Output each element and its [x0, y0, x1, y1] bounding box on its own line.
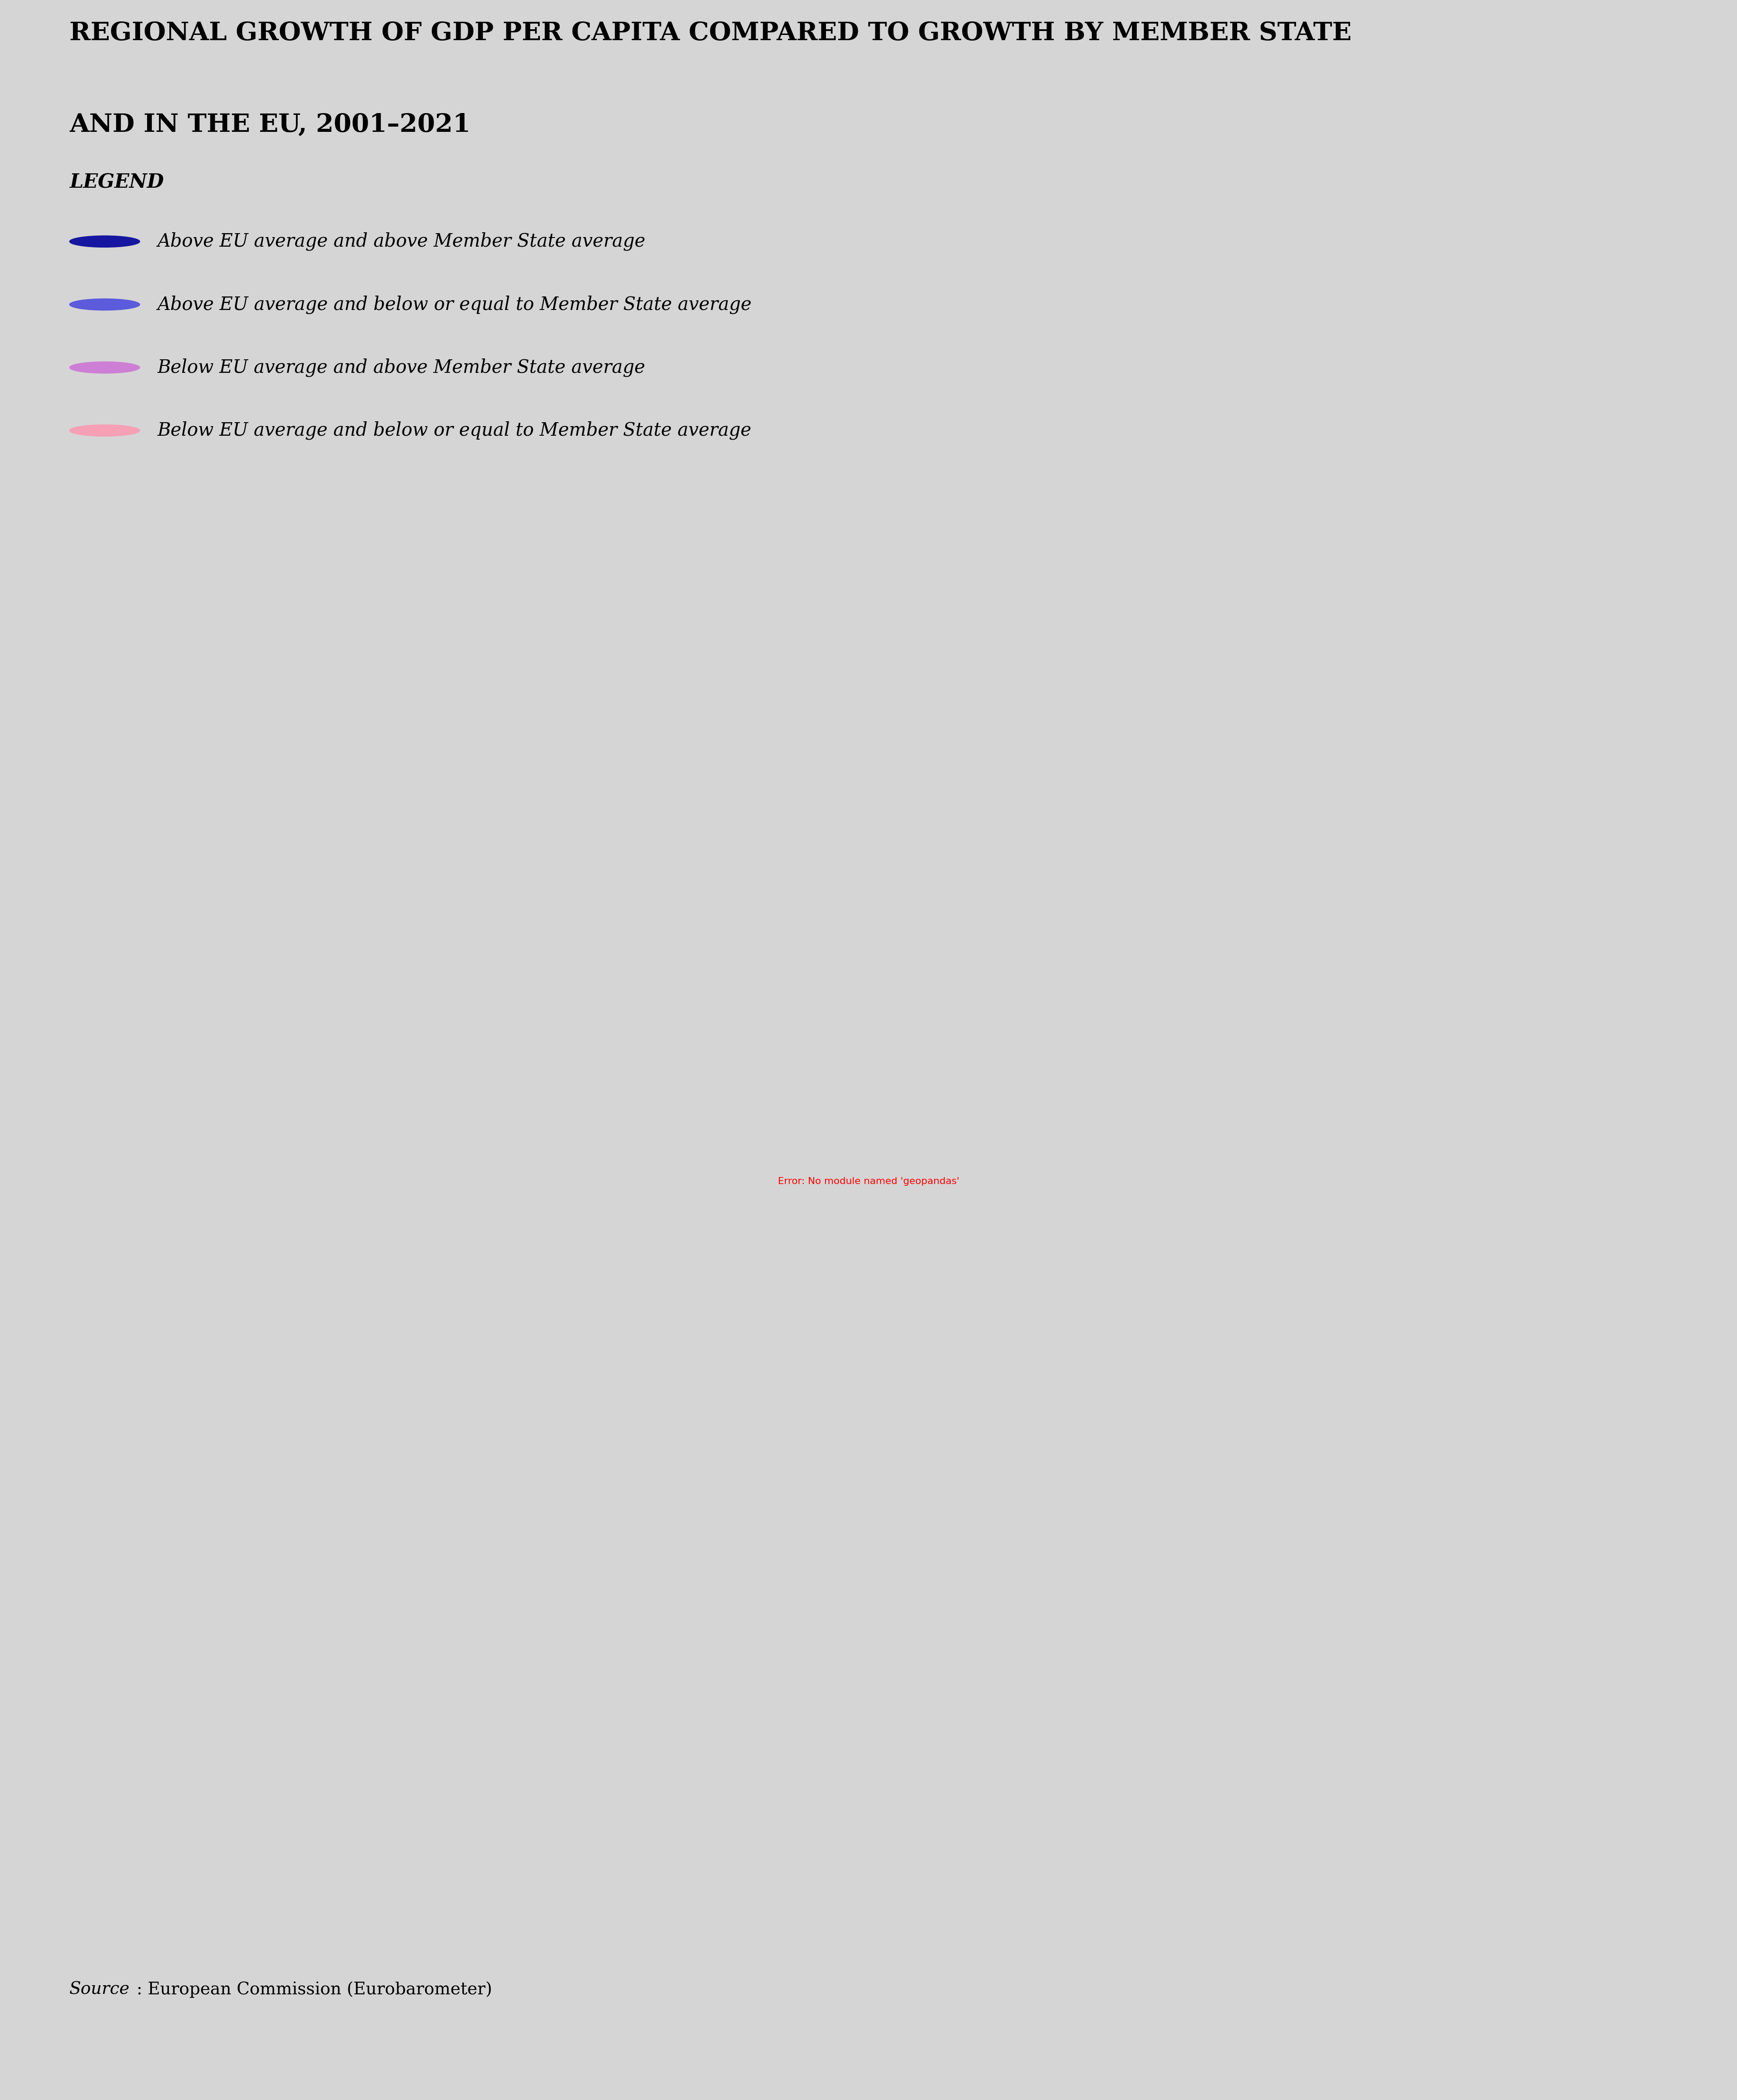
- Text: LEGEND: LEGEND: [69, 172, 163, 191]
- Text: AND IN THE EU, 2001–2021: AND IN THE EU, 2001–2021: [69, 111, 471, 137]
- Text: Below EU average and below or equal to Member State average: Below EU average and below or equal to M…: [158, 422, 752, 439]
- Circle shape: [69, 361, 139, 374]
- Text: Above EU average and above Member State average: Above EU average and above Member State …: [158, 233, 646, 250]
- Text: Source: Source: [69, 1982, 130, 1997]
- Circle shape: [69, 235, 139, 248]
- Text: REGIONAL GROWTH OF GDP PER CAPITA COMPARED TO GROWTH BY MEMBER STATE: REGIONAL GROWTH OF GDP PER CAPITA COMPAR…: [69, 21, 1351, 46]
- Text: Error: No module named 'geopandas': Error: No module named 'geopandas': [778, 1176, 959, 1186]
- Text: Below EU average and above Member State average: Below EU average and above Member State …: [158, 359, 644, 376]
- Text: : European Commission (Eurobarometer): : European Commission (Eurobarometer): [137, 1982, 492, 1997]
- Circle shape: [69, 424, 139, 437]
- Text: Above EU average and below or equal to Member State average: Above EU average and below or equal to M…: [158, 296, 752, 313]
- Circle shape: [69, 298, 139, 311]
